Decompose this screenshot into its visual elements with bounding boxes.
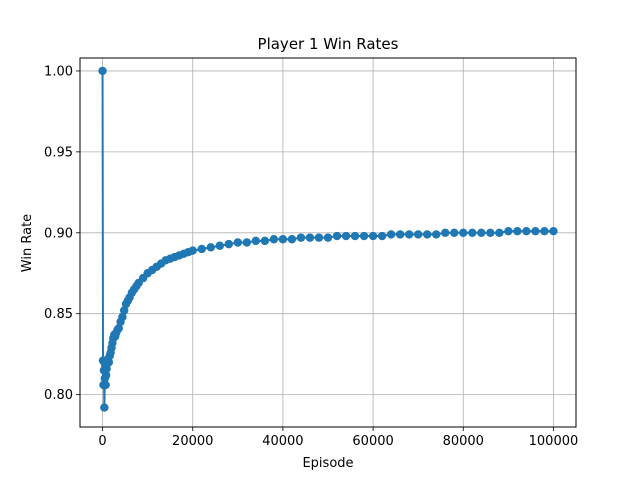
- data-point: [104, 358, 114, 367]
- data-point: [101, 371, 111, 380]
- data-point: [495, 228, 504, 237]
- axes-frame: [79, 57, 577, 428]
- data-point: [423, 230, 432, 239]
- plot-area: [98, 66, 558, 412]
- data-point: [251, 236, 261, 246]
- data-point: [459, 228, 468, 237]
- data-point: [377, 231, 387, 241]
- data-point: [296, 233, 306, 242]
- data-point: [114, 324, 123, 333]
- data-point: [332, 231, 342, 241]
- data-point: [224, 239, 233, 249]
- x-tick-label: 100000: [529, 434, 579, 449]
- y-axis-label: Win Rate: [20, 214, 35, 272]
- data-point: [513, 226, 522, 236]
- data-point: [441, 228, 450, 237]
- data-point: [323, 233, 333, 242]
- data-point: [278, 235, 288, 244]
- data-point: [197, 244, 206, 254]
- data-point: [242, 238, 252, 247]
- data-point: [522, 226, 531, 236]
- data-point: [486, 228, 495, 237]
- data-point: [188, 246, 197, 255]
- data-point: [368, 231, 378, 241]
- data-point: [119, 306, 129, 315]
- data-point: [477, 228, 486, 237]
- data-point: [101, 380, 110, 390]
- data-point: [100, 403, 109, 412]
- x-tick-label: 80000: [443, 434, 484, 449]
- data-point: [359, 231, 369, 241]
- data-point: [314, 233, 324, 242]
- data-point: [549, 226, 558, 236]
- data-point: [504, 226, 513, 236]
- data-point: [215, 241, 224, 250]
- data-point: [413, 230, 423, 239]
- data-point: [98, 66, 107, 76]
- data-point: [468, 228, 477, 237]
- x-tick-label: 40000: [262, 434, 303, 449]
- data-point: [287, 235, 297, 244]
- data-point: [269, 235, 279, 244]
- y-tick-label: 0.90: [44, 226, 73, 241]
- data-point: [404, 230, 414, 239]
- data-point: [233, 238, 243, 247]
- y-tick-label: 1.00: [44, 64, 73, 79]
- data-point: [305, 233, 315, 242]
- data-point: [432, 230, 441, 239]
- data-point: [350, 231, 360, 241]
- data-point: [341, 231, 351, 241]
- y-tick-label: 0.95: [44, 145, 73, 160]
- data-point: [206, 243, 215, 252]
- data-point: [260, 236, 270, 246]
- chart-title: Player 1 Win Rates: [258, 35, 399, 53]
- x-axis-label: Episode: [302, 456, 353, 471]
- data-point: [118, 312, 127, 322]
- ticks: 0 20000 40000 60000 80000 100000 0.80 0.85 0.90 0…: [44, 64, 578, 449]
- y-tick-label: 0.85: [44, 307, 73, 322]
- data-point: [540, 226, 549, 236]
- data-point: [450, 228, 459, 237]
- x-tick-label: 60000: [352, 434, 393, 449]
- x-tick-label: 0: [98, 434, 106, 449]
- data-point: [395, 230, 405, 239]
- x-tick-label: 20000: [172, 434, 213, 449]
- data-point: [386, 230, 396, 239]
- y-tick-label: 0.80: [44, 388, 73, 403]
- data-point: [531, 226, 540, 236]
